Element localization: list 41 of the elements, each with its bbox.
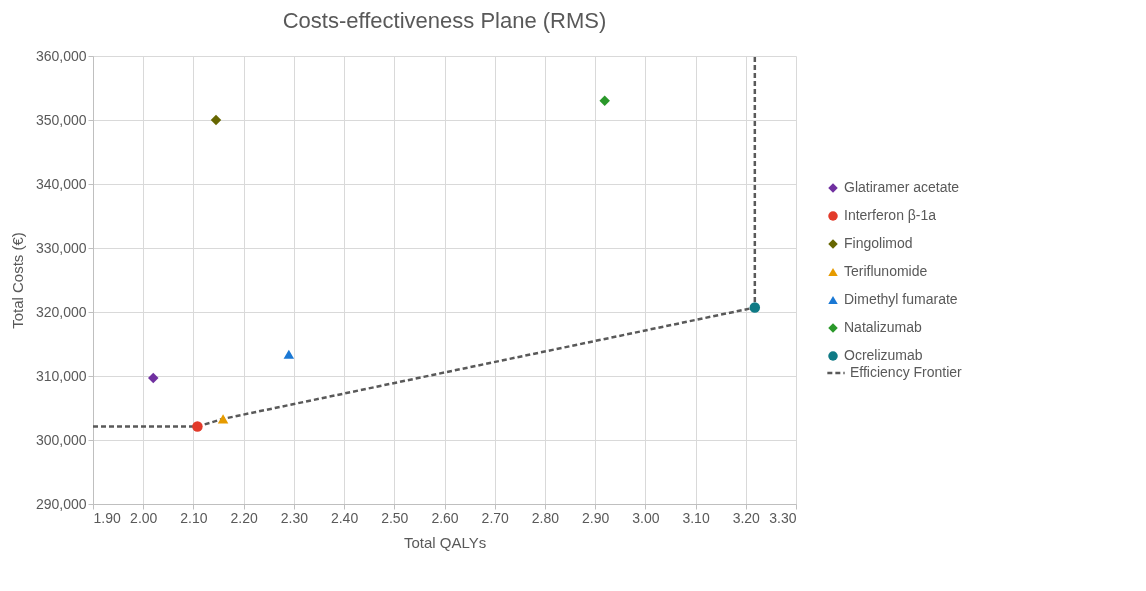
x-tick-label: 2.00 — [130, 509, 158, 526]
x-tick-label: 3.10 — [682, 509, 710, 526]
legend-label: Dimethyl fumarate — [844, 291, 958, 307]
y-axis-title: Total Costs (€) — [8, 232, 26, 329]
chart-title: Costs-effectiveness Plane (RMS) — [282, 8, 607, 33]
x-tick-label: 2.60 — [431, 509, 459, 526]
point — [148, 372, 159, 384]
legend-label: Efficiency Frontier — [850, 364, 963, 380]
y-tick-label: 310,000 — [35, 367, 87, 384]
y-tick-label: 300,000 — [35, 431, 87, 448]
x-tick-label: 2.90 — [582, 509, 610, 526]
legend-label: Teriflunomide — [844, 263, 928, 279]
x-tick-label: 2.20 — [230, 509, 258, 526]
point — [599, 95, 610, 107]
x-tick-label: 2.10 — [180, 509, 208, 526]
x-tick-label: 2.50 — [381, 509, 409, 526]
x-tick-label: 2.30 — [280, 509, 309, 526]
y-tick-label: 340,000 — [35, 175, 87, 192]
y-tick-label: 360,000 — [35, 47, 87, 64]
y-tick-label: 350,000 — [35, 111, 87, 128]
x-tick-label: 2.40 — [330, 509, 359, 526]
x-tick-label: 3.30 — [769, 509, 797, 526]
legend-label: Natalizumab — [844, 319, 923, 335]
point — [283, 349, 295, 359]
x-tick-label: 3.20 — [732, 509, 761, 526]
x-tick-label: 3.00 — [632, 509, 660, 526]
legend-label: Glatiramer acetate — [844, 179, 960, 195]
point — [749, 302, 761, 313]
point — [192, 421, 203, 432]
x-tick-label: 1.90 — [93, 509, 121, 526]
point — [210, 114, 222, 126]
legend-label: Fingolimod — [844, 235, 913, 251]
legend-label: Interferon β-1a — [844, 207, 937, 223]
y-tick-label: 290,000 — [35, 495, 87, 512]
y-tick-label: 320,000 — [35, 303, 87, 320]
x-tick-label: 2.70 — [481, 509, 510, 526]
point — [217, 414, 229, 424]
x-axis-title: Total QALYs — [403, 533, 487, 551]
x-tick-label: 2.80 — [531, 509, 560, 526]
legend-label: Ocrelizumab — [844, 347, 923, 363]
y-tick-label: 330,000 — [35, 239, 87, 256]
